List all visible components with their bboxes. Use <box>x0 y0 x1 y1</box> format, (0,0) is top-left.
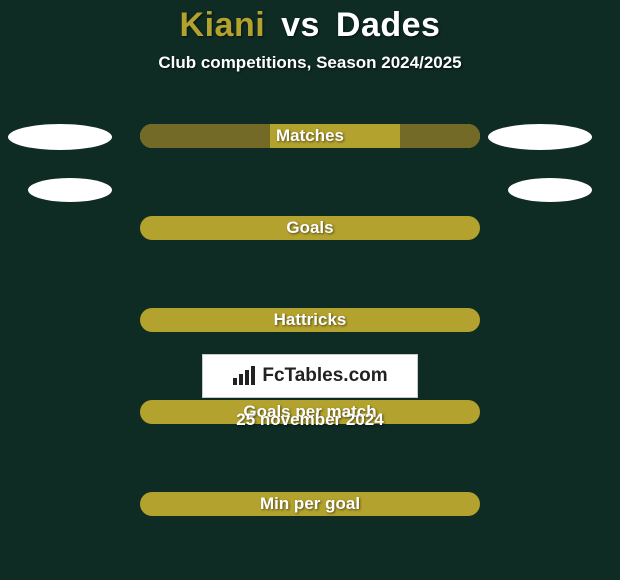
stat-rows: 116Matches00Goals00HattricksGoals per ma… <box>0 118 620 348</box>
stat-bar <box>140 216 480 240</box>
subtitle: Club competitions, Season 2024/2025 <box>0 53 620 73</box>
title-player-b: Dades <box>336 6 441 44</box>
stat-bar <box>140 308 480 332</box>
stat-row: Min per goal <box>0 486 620 532</box>
stats-card: Kiani vs Dades Club competitions, Season… <box>0 0 620 580</box>
decorative-ellipse <box>488 124 592 150</box>
decorative-ellipse <box>28 178 112 202</box>
title-player-a: Kiani <box>180 6 266 44</box>
bar-chart-icon <box>232 366 256 386</box>
date-text: 25 november 2024 <box>0 410 620 430</box>
stat-row: 00Goals <box>0 210 620 256</box>
stat-bar <box>140 124 480 148</box>
page-title: Kiani vs Dades <box>0 0 620 45</box>
brand-text: FcTables.com <box>262 365 387 387</box>
stat-bar-right-seg <box>400 124 480 148</box>
stat-row: 00Hattricks <box>0 302 620 348</box>
stat-bar-left-seg <box>140 124 270 148</box>
decorative-ellipse <box>508 178 592 202</box>
decorative-ellipse <box>8 124 112 150</box>
stat-bar <box>140 492 480 516</box>
title-vs: vs <box>281 6 320 44</box>
brand-box: FcTables.com <box>202 354 418 398</box>
